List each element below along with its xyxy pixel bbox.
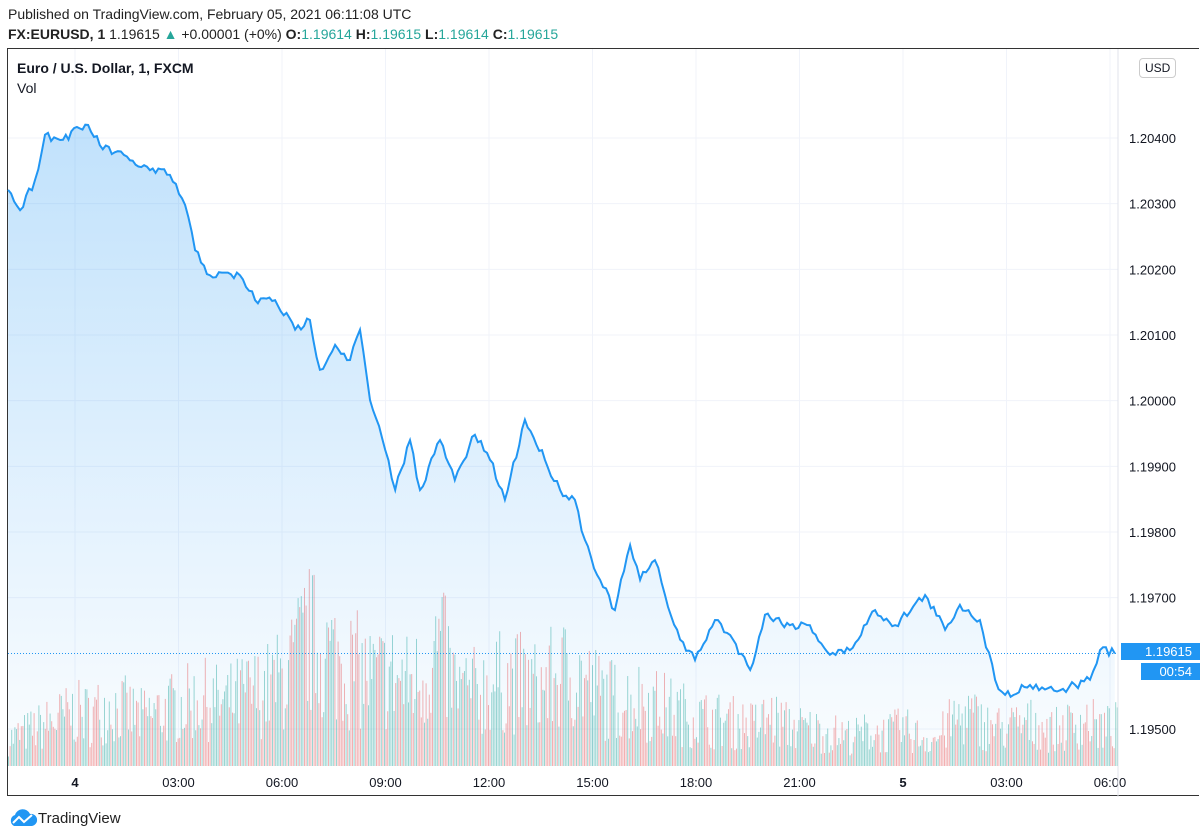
y-tick-label: 1.19800 bbox=[1129, 525, 1176, 540]
tradingview-logo[interactable]: TradingView bbox=[8, 808, 121, 828]
open-label: O: bbox=[285, 26, 302, 42]
chart-legend: Euro / U.S. Dollar, 1, FXCM Vol bbox=[17, 60, 194, 100]
close-label: C: bbox=[492, 26, 508, 42]
x-tick-label: 06:00 bbox=[266, 775, 299, 790]
x-tick-label: 03:00 bbox=[990, 775, 1023, 790]
change: +0.00001 (+0%) bbox=[181, 26, 282, 42]
x-tick-label: 12:00 bbox=[473, 775, 506, 790]
published-info: Published on TradingView.com, February 0… bbox=[8, 6, 412, 22]
high-value: 1.19615 bbox=[370, 26, 422, 42]
x-tick-label: 4 bbox=[71, 775, 79, 790]
last-price: 1.19615 bbox=[109, 26, 160, 42]
y-tick-label: 1.20400 bbox=[1129, 131, 1176, 146]
volume-bar bbox=[1115, 702, 1117, 766]
y-tick-label: 1.20300 bbox=[1129, 197, 1176, 212]
up-triangle-icon: ▲ bbox=[163, 26, 178, 42]
series-title: Euro / U.S. Dollar, 1, FXCM bbox=[17, 60, 194, 76]
y-tick-label: 1.20000 bbox=[1129, 394, 1176, 409]
y-tick-label: 1.20100 bbox=[1129, 328, 1176, 343]
high-label: H: bbox=[355, 26, 371, 42]
symbol: FX:EURUSD, 1 bbox=[8, 26, 106, 42]
brand-name: TradingView bbox=[38, 809, 121, 827]
bar-countdown: 00:54 bbox=[1141, 663, 1200, 680]
x-tick-label: 09:00 bbox=[369, 775, 402, 790]
y-tick-label: 1.19700 bbox=[1129, 591, 1176, 606]
chart-frame bbox=[7, 48, 1199, 796]
x-tick-label: 18:00 bbox=[680, 775, 713, 790]
x-tick-label: 5 bbox=[899, 775, 906, 790]
price-line bbox=[7, 123, 1116, 699]
y-tick-label: 1.19900 bbox=[1129, 459, 1176, 474]
currency-button[interactable]: USD bbox=[1139, 58, 1177, 78]
y-tick-label: 1.20200 bbox=[1129, 262, 1176, 277]
last-price-tag: 1.19615 bbox=[1121, 643, 1200, 660]
x-tick-label: 15:00 bbox=[576, 775, 609, 790]
y-tick-label: 1.19500 bbox=[1129, 722, 1176, 737]
close-value: 1.19615 bbox=[507, 26, 559, 42]
x-tick-label: 21:00 bbox=[783, 775, 816, 790]
price-area-fill bbox=[8, 124, 1115, 766]
x-tick-label: 06:00 bbox=[1094, 775, 1127, 790]
volume-label: Vol bbox=[17, 80, 37, 96]
low-value: 1.19614 bbox=[438, 26, 489, 42]
tradingview-cloud-icon bbox=[10, 809, 38, 826]
x-tick-label: 03:00 bbox=[162, 775, 195, 790]
low-label: L: bbox=[425, 26, 439, 42]
volume-bar bbox=[1116, 707, 1118, 766]
open-value: 1.19614 bbox=[301, 26, 352, 42]
symbol-ohlc-bar: FX:EURUSD, 1 1.19615 ▲ +0.00001 (+0%) O:… bbox=[8, 26, 558, 42]
